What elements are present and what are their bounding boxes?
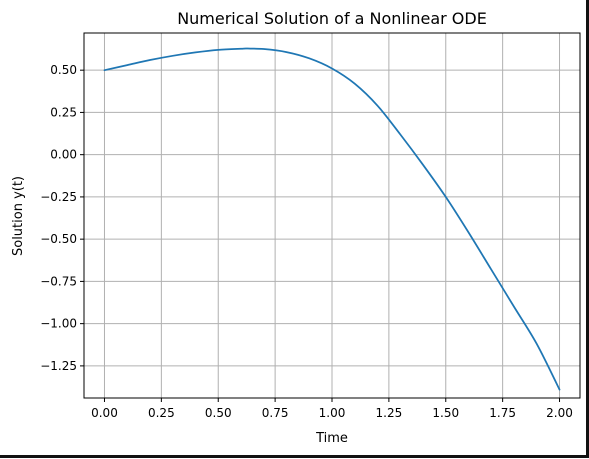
y-axis: 0.50 0.25 0.00 −0.25 −0.50 −0.75 −1.00 −1.25 xyxy=(40,63,84,373)
x-axis: 0.00 0.25 0.50 0.75 1.00 1.25 1.50 1.75 2.00 xyxy=(91,398,573,420)
y-tick-label: −0.25 xyxy=(40,190,77,204)
x-axis-label: Time xyxy=(315,431,348,446)
y-tick-label: −0.50 xyxy=(40,232,77,246)
x-tick-label: 2.00 xyxy=(546,406,573,420)
y-tick-label: −1.25 xyxy=(40,359,77,373)
x-tick-label: 1.75 xyxy=(489,406,516,420)
chart-title: Numerical Solution of a Nonlinear ODE xyxy=(177,9,487,28)
grid xyxy=(84,33,580,398)
x-tick-label: 0.50 xyxy=(205,406,232,420)
y-tick-label: 0.00 xyxy=(50,148,77,162)
x-tick-label: 0.75 xyxy=(262,406,289,420)
x-tick-label: 0.25 xyxy=(148,406,175,420)
x-tick-label: 1.25 xyxy=(376,406,403,420)
y-tick-label: −1.00 xyxy=(40,317,77,331)
y-axis-label: Solution y(t) xyxy=(11,176,26,256)
series-layer xyxy=(103,47,561,391)
series-line xyxy=(103,47,561,391)
x-tick-label: 0.00 xyxy=(91,406,118,420)
y-tick-label: 0.25 xyxy=(50,105,77,119)
y-tick-label: 0.50 xyxy=(50,63,77,77)
x-tick-label: 1.00 xyxy=(319,406,346,420)
y-tick-label: −0.75 xyxy=(40,274,77,288)
x-tick-label: 1.50 xyxy=(432,406,459,420)
